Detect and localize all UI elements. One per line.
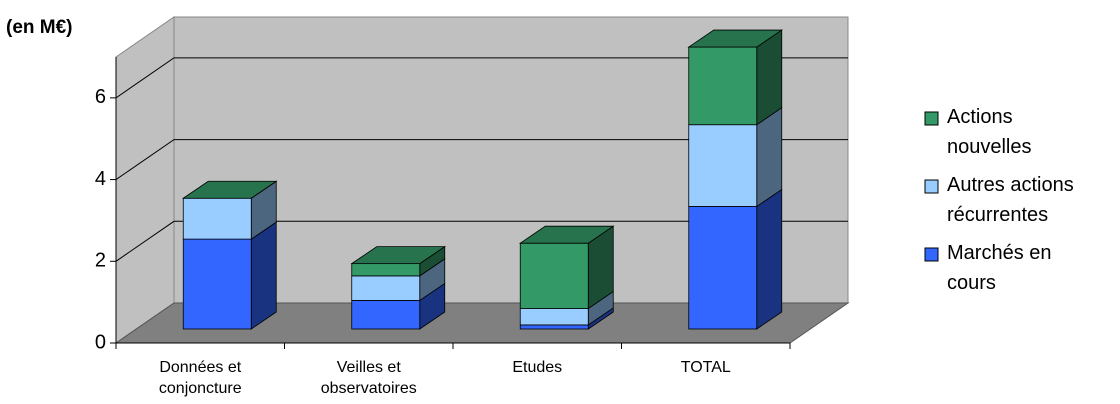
x-tick-label-line: conjoncture (159, 380, 242, 397)
legend-label-line: Actions (947, 106, 1013, 128)
bar (182, 238, 252, 330)
bar-top (518, 225, 615, 244)
grid-line (115, 220, 848, 262)
bar (688, 46, 758, 126)
legend-label: Actions nouvelles (947, 106, 1032, 158)
bar (519, 242, 589, 309)
x-tick-label: Etudes (512, 359, 562, 376)
legend-swatch (924, 179, 939, 194)
grid-line (115, 57, 848, 99)
bar (351, 299, 421, 330)
bar (351, 263, 421, 277)
x-tick-label: Veilles et observatoires (321, 359, 417, 397)
legend-label: Marchés en cours (947, 242, 1052, 294)
bar-top (181, 180, 278, 199)
y-tick-label: 6 (95, 86, 106, 108)
x-tick-label-line: observatoires (321, 380, 417, 397)
legend-label-line: Autres actions (947, 174, 1074, 196)
side-wall (115, 16, 175, 344)
legend-swatch (924, 111, 939, 126)
bar-top (350, 246, 447, 265)
legend-label-line: cours (947, 272, 996, 294)
y-tick-label: 0 (95, 331, 106, 353)
legend-label-line: nouvelles (947, 136, 1032, 158)
bar (351, 275, 421, 301)
x-tick-label-line: Etudes (512, 359, 562, 376)
bar (688, 124, 758, 207)
bar-top (687, 29, 784, 48)
y-axis-title: (en M€) (6, 17, 73, 38)
bar (688, 206, 758, 330)
x-tick-label: TOTAL (681, 359, 731, 376)
legend-label-line: Marchés en (947, 242, 1052, 264)
grid-line (115, 139, 848, 180)
bar-side (756, 188, 783, 330)
bar (182, 197, 252, 240)
x-tick-label-line: Données et (159, 359, 241, 376)
y-tick-label: 2 (95, 250, 106, 272)
bar (519, 324, 589, 330)
legend-label: Autres actions récurrentes (947, 174, 1074, 226)
bar (519, 308, 589, 326)
x-tick-label-line: TOTAL (681, 359, 731, 376)
bar-side (250, 221, 277, 330)
legend-swatch (924, 247, 939, 262)
x-tick-label-line: Veilles et (337, 359, 402, 376)
x-tick-label: Données et conjoncture (159, 359, 242, 397)
legend-label-line: récurrentes (947, 204, 1048, 226)
y-tick-label: 4 (95, 168, 106, 190)
